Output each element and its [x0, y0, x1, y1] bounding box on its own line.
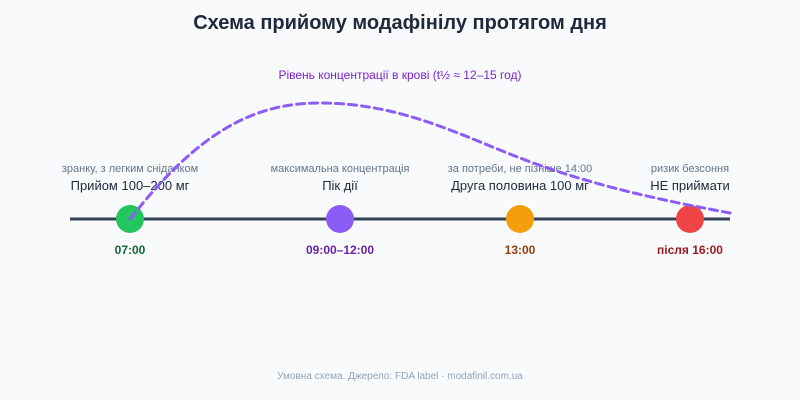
event-marker: [676, 205, 704, 233]
event-note: за потреби, не пізніше 14:00: [448, 163, 593, 175]
event-note: максимальна концентрація: [271, 163, 410, 175]
concentration-curve-label: Рівень концентрації в крові (t½ ≈ 12–15 …: [278, 68, 522, 82]
event-label: Прийом 100–200 мг: [71, 178, 190, 193]
concentration-curve: [128, 101, 732, 221]
event-note: зранку, з легким сніданком: [62, 163, 198, 175]
event-peak: максимальна концентрація Пік дії 09:00–1…: [271, 163, 410, 257]
event-marker: [326, 205, 354, 233]
event-note: ризик безсоння: [651, 163, 729, 175]
event-label: Пік дії: [322, 178, 358, 193]
event-intake: зранку, з легким сніданком Прийом 100–20…: [62, 163, 198, 257]
event-marker: [506, 205, 534, 233]
event-do-not-take: ризик безсоння НЕ приймати після 16:00: [650, 163, 730, 257]
event-time: 09:00–12:00: [306, 243, 374, 257]
event-label: НЕ приймати: [650, 178, 730, 193]
source-footnote: Умовна схема. Джерело: FDA label · modaf…: [277, 371, 523, 382]
event-time: 13:00: [505, 243, 536, 257]
page-title: Схема прийому модафінілу протягом дня: [193, 12, 607, 34]
event-label: Друга половина 100 мг: [451, 178, 589, 193]
event-time: після 16:00: [657, 243, 723, 257]
event-second-dose: за потреби, не пізніше 14:00 Друга полов…: [448, 163, 593, 257]
event-time: 07:00: [115, 243, 146, 257]
